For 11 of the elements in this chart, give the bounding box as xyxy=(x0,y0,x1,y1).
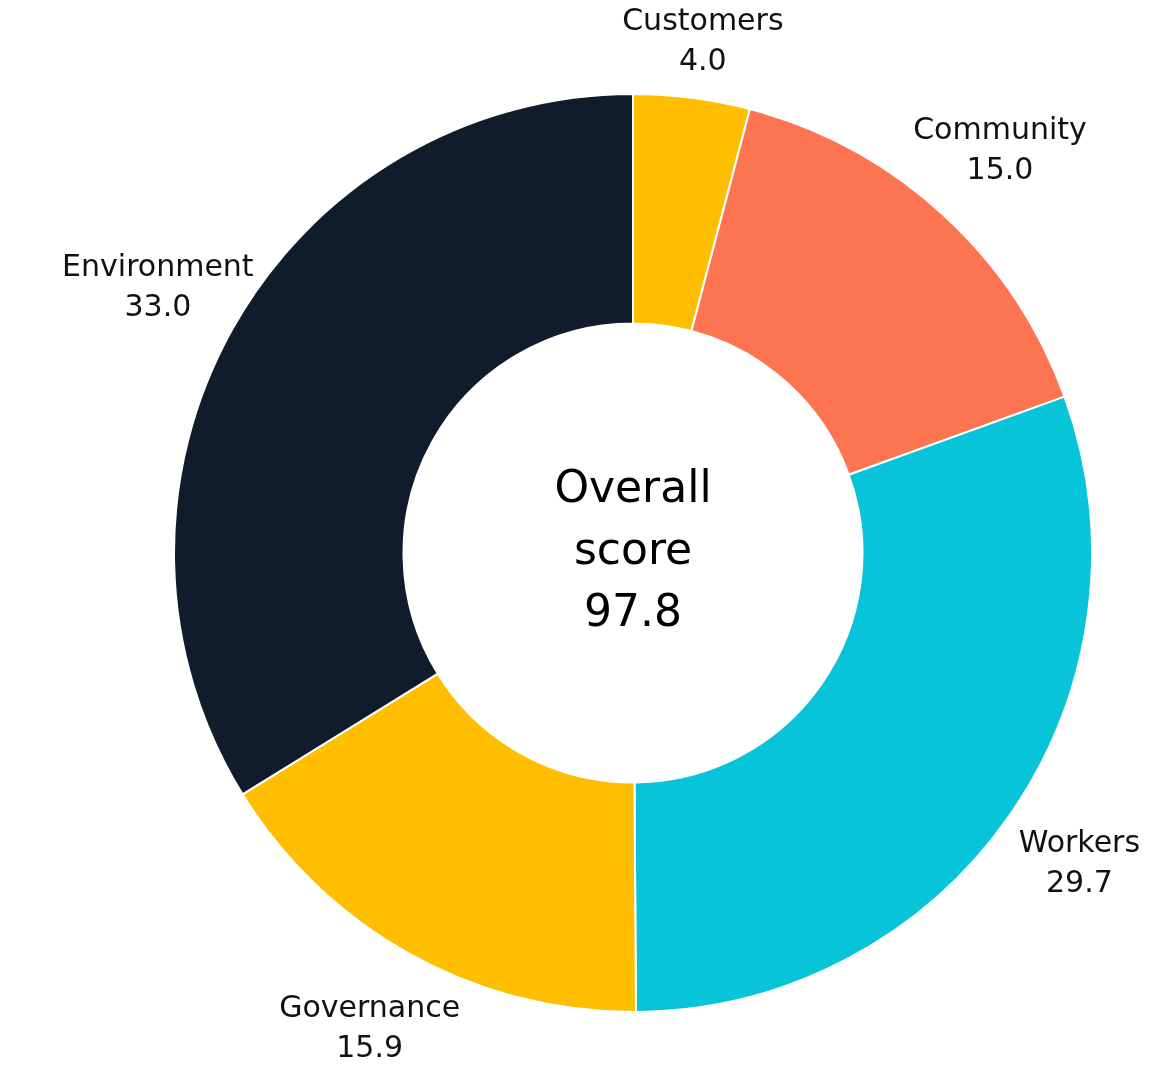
slice-label: Community xyxy=(913,111,1087,147)
slice-label: Workers xyxy=(1018,823,1141,859)
data-label: 15.9 xyxy=(336,1028,404,1064)
slice-label: Environment xyxy=(62,247,254,283)
data-label: 4.0 xyxy=(678,41,727,77)
data-label: 29.7 xyxy=(1046,863,1113,899)
data-label: 15.0 xyxy=(966,151,1034,187)
data-label: 33.0 xyxy=(124,287,192,323)
slice-label: Customers xyxy=(622,1,784,37)
slice-label: Governance xyxy=(279,988,461,1024)
text: Overall score 97.8 xyxy=(554,461,712,637)
